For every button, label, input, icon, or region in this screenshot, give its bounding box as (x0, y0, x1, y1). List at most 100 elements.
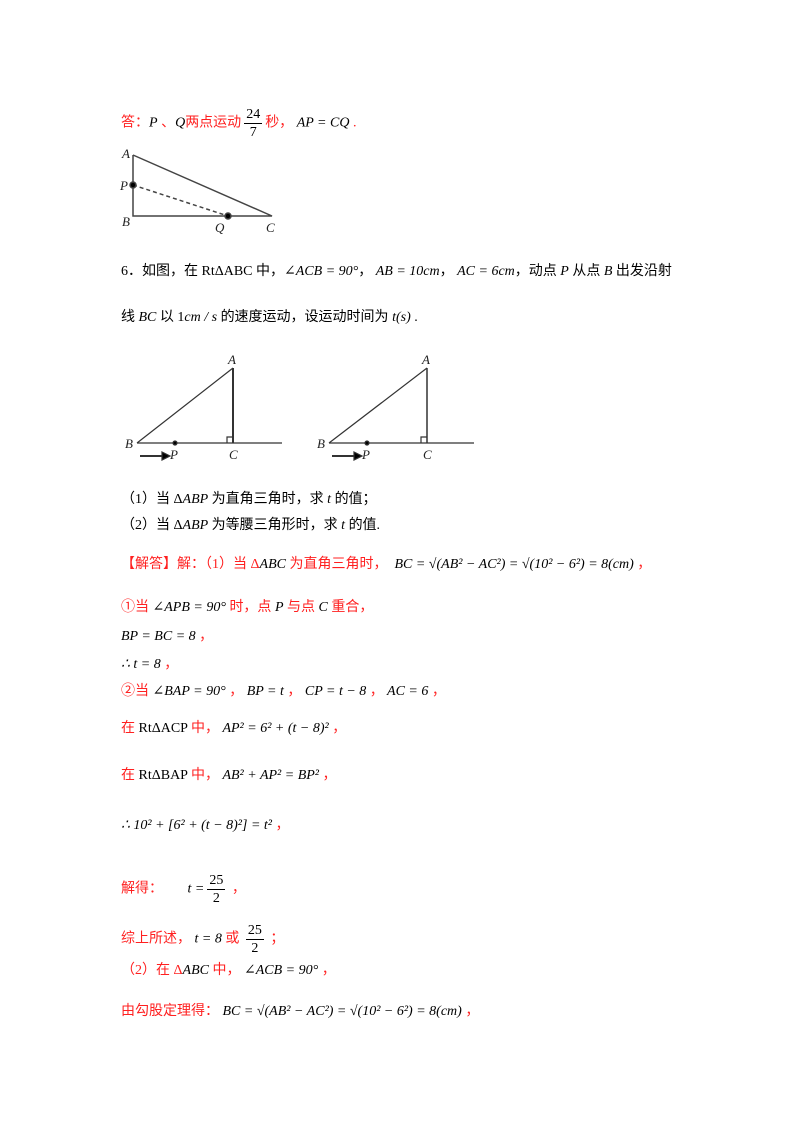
text-segment: ，动点 (514, 264, 561, 279)
math-expression: ∠APB = 90° (152, 600, 226, 615)
text-segment: 重合， (327, 600, 374, 615)
denominator: 7 (249, 125, 257, 140)
text-line: 线 BC 以 1cm / s 的速度运动，设运动时间为 t(s) . (121, 308, 418, 328)
math-expression: t (327, 492, 332, 507)
figure-right (328, 367, 474, 461)
text-line: ②当 ∠BAP = 90° ， BP = t ， CP = t − 8 ， AC… (121, 682, 446, 702)
text-segment: ， (319, 768, 337, 783)
math-expression: t = (163, 881, 205, 897)
text-segment: 中， (187, 721, 219, 736)
text-segment: 解得： (121, 881, 163, 897)
math-expression: ABP (182, 518, 209, 533)
math-expression: ABC (182, 963, 209, 978)
label-a: A (227, 352, 236, 367)
text-segment: 时，点 (225, 600, 275, 615)
text-segment: 两点运动 (185, 115, 242, 131)
label-a: A (121, 146, 130, 161)
math-expression: t (341, 518, 346, 533)
text-segment: . (349, 115, 357, 131)
math-expression: ∴ t = 8 (121, 657, 161, 672)
math-expression: P (274, 600, 284, 615)
text-segment: ， (160, 657, 179, 672)
text-segment: 以 1 (156, 310, 185, 325)
math-expression: C (318, 600, 328, 615)
label-b: B (122, 214, 130, 229)
text-segment: ， (283, 684, 302, 699)
side-ab (136, 367, 234, 444)
text-line: ①当 ∠APB = 90° 时，点 P 与点 C 重合， (121, 598, 373, 618)
arrow-head-icon (161, 451, 172, 461)
math-expression: AP² = 6² + (t − 8)² (218, 721, 329, 736)
label-a: A (421, 352, 430, 367)
fraction: 25 2 (207, 872, 226, 907)
text-segment: （2）当 Δ (121, 518, 183, 533)
math-expression: AC = 6cm (457, 264, 515, 279)
text-line: 解得： t = 25 2 ， (121, 872, 246, 907)
text-line: 在 RtΔACP 中， AP² = 6² + (t − 8)² ， (121, 719, 346, 739)
text-segment: 或 (221, 931, 243, 947)
triangle-abc (132, 154, 273, 217)
math-expression: t(s) (392, 310, 411, 325)
math-expression: cm / s (184, 310, 218, 325)
label-c: C (266, 220, 275, 235)
text-segment: 出发沿射 (612, 264, 672, 279)
text-segment: ， (461, 1004, 480, 1019)
text-segment: （2）在 Δ (121, 963, 183, 978)
label-p: P (361, 447, 370, 462)
math-expression: AC = 6 (383, 684, 429, 699)
math-expression: AB = 10cm (375, 264, 440, 279)
text-segment: ， (358, 264, 376, 279)
text-segment: ， (366, 684, 384, 699)
text-line: 答：P 、Q两点运动 24 7 秒， AP = CQ . (121, 106, 356, 141)
math-expression: B (603, 264, 613, 279)
fraction: 24 7 (244, 106, 263, 141)
text-segment: （1）当 Δ (121, 492, 183, 507)
numerator: 25 (245, 923, 264, 940)
text-segment: 中， (208, 963, 241, 978)
text-segment: 的值； (331, 492, 377, 507)
math-expression: BP = BC = 8 (121, 629, 196, 644)
text-segment: 综上所述， (121, 931, 191, 947)
math-expression: ∠ACB = 90° (284, 264, 359, 279)
text-segment: 【解答】解：（1）当 Δ (121, 557, 260, 572)
text-segment: . (410, 310, 418, 325)
arrow-head-icon (353, 451, 364, 461)
label-b: B (125, 436, 133, 451)
numerator: 25 (207, 873, 226, 890)
text-segment: 、 (157, 115, 176, 131)
text-line: （1）当 ΔABP 为直角三角时，求 t 的值； (121, 490, 377, 510)
dashed-pq (132, 184, 229, 217)
text-segment: ； (266, 931, 285, 947)
text-line: 6．如图，在 RtΔABC 中，∠ACB = 90°， AB = 10cm， A… (121, 262, 672, 282)
math-expression: BP = t (243, 684, 284, 699)
math-expression: t = 8 (191, 931, 222, 947)
text-segment: ， (318, 963, 336, 978)
text-segment: 答： (121, 115, 149, 131)
text-segment: 为直角三角时， (285, 557, 388, 572)
text-line: ∴ t = 8 ， (121, 655, 178, 675)
fraction: 25 2 (245, 922, 264, 957)
text-segment: 从点 (568, 264, 604, 279)
math-expression: Q (175, 115, 186, 131)
text-segment: 线 (121, 310, 139, 325)
numerator: 24 (244, 107, 263, 124)
point-p (172, 440, 178, 446)
math-expression: CP = t − 8 (301, 684, 367, 699)
label-p: P (169, 447, 178, 462)
math-expression: ∠ACB = 90° (240, 963, 319, 978)
text-segment: ， (439, 264, 458, 279)
text-line: 综上所述， t = 8 或 25 2 ； (121, 922, 284, 957)
text-segment: ， (633, 557, 652, 572)
figure-left (136, 367, 282, 461)
text-segment: 由勾股定理得： (121, 1004, 219, 1019)
text-segment: ②当 (121, 684, 153, 699)
text-line: 【解答】解：（1）当 ΔABC 为直角三角时， BC = √(AB² − AC²… (121, 555, 651, 575)
text-segment: 的值. (345, 518, 381, 533)
label-c: C (229, 447, 238, 462)
right-angle-mark (420, 436, 427, 443)
text-segment: 的速度运动，设运动时间为 (217, 310, 393, 325)
label-p: P (119, 178, 128, 193)
math-expression: P (149, 115, 158, 131)
math-expression: ∴ 10² + [6² + (t − 8)²] = t² (121, 818, 272, 833)
math-expression: BC = √(AB² − AC²) = √(10² − 6²) = 8(cm) (219, 1004, 462, 1019)
